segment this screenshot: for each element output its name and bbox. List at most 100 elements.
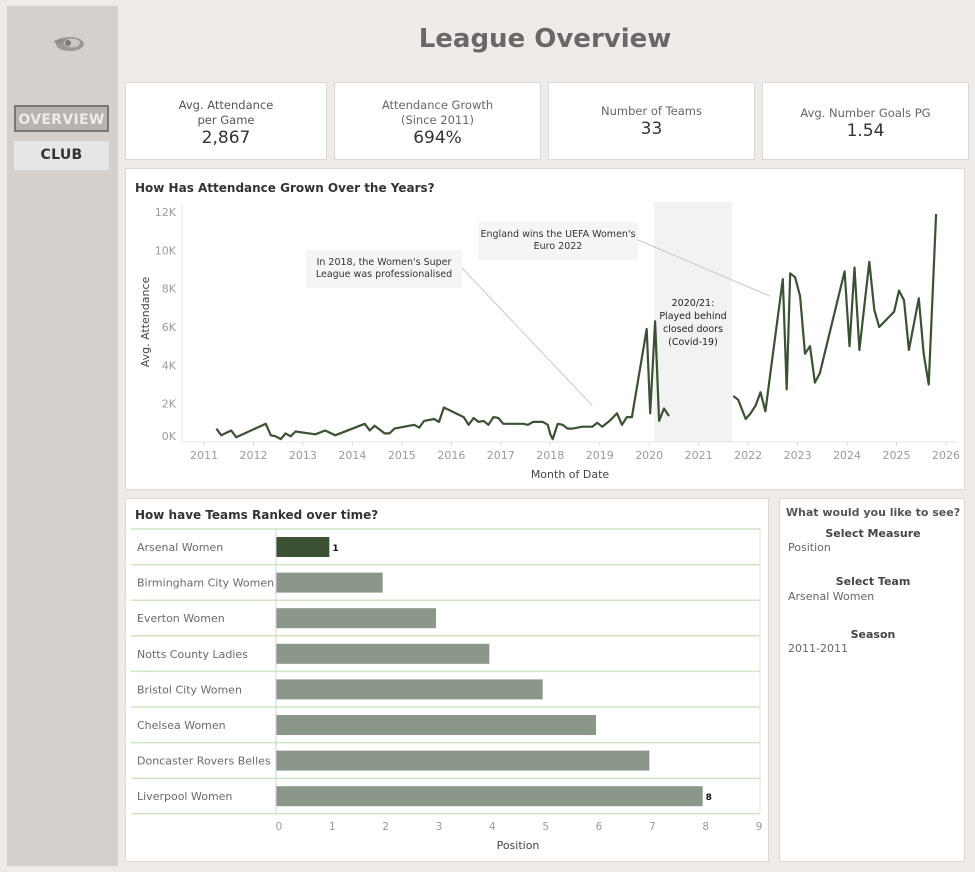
- attendance-line-post_covid: [732, 213, 938, 421]
- kpi-label: Avg. Attendance: [178, 98, 274, 112]
- x-axis-title: Position: [497, 839, 540, 852]
- filters-heading: What would you like to see?: [785, 506, 961, 519]
- x-tick-label: 2023: [784, 449, 812, 462]
- kpi-attendance-growth: Attendance Growth (Since 2011) 694%: [334, 82, 541, 160]
- covid-band-label: (Covid-19): [668, 337, 718, 348]
- team-label: Birmingham City Women: [137, 577, 274, 590]
- bar-bristol-city-women: [276, 679, 543, 700]
- kpi-label: (Since 2011): [400, 113, 475, 127]
- bar-notts-county-ladies: [276, 643, 490, 664]
- x-tick-label: 2025: [883, 449, 911, 462]
- bar-liverpool-women: [276, 786, 703, 807]
- kpi-avg-attendance: Avg. Attendance per Game 2,867: [125, 82, 327, 160]
- sidebar: OVERVIEW CLUB: [7, 6, 118, 866]
- bar-chelsea-women: [276, 715, 596, 735]
- y-tick-label: 8K: [162, 283, 177, 296]
- covid-band-label: closed doors: [663, 324, 723, 335]
- season-filter-value[interactable]: 2011-2011: [788, 642, 848, 655]
- page-title: League Overview: [418, 24, 672, 54]
- bar-data-label: 8: [706, 793, 712, 803]
- team-label: Arsenal Women: [137, 541, 223, 554]
- y-tick-label: 4K: [162, 359, 177, 372]
- x-tick-label: 2014: [338, 449, 366, 462]
- x-tick-label: 1: [329, 821, 336, 833]
- team-label: Everton Women: [137, 612, 225, 625]
- bar-data-label: 1: [332, 544, 338, 554]
- team-filter-label: Select Team: [835, 575, 911, 588]
- kpi-label: Number of Teams: [601, 104, 702, 118]
- y-tick-label: 12K: [155, 206, 177, 219]
- kpi-value: 694%: [413, 128, 462, 148]
- bar-arsenal-women: [276, 537, 330, 557]
- bar-birmingham-city-women: [276, 572, 383, 593]
- kpi-avg-goals: Avg. Number Goals PG 1.54: [762, 82, 969, 160]
- annotation-box: [306, 250, 462, 288]
- x-tick-label: 3: [436, 821, 443, 833]
- kpi-value: 1.54: [846, 121, 885, 141]
- team-label: Chelsea Women: [137, 719, 226, 732]
- x-tick-label: 2017: [487, 449, 515, 462]
- x-tick-label: 2016: [437, 449, 465, 462]
- x-tick-label: 2012: [239, 449, 267, 462]
- x-tick-label: 2: [382, 821, 389, 833]
- kpi-number-of-teams: Number of Teams 33: [548, 82, 755, 160]
- kpi-label: Attendance Growth: [381, 98, 494, 112]
- season-filter-label: Season: [850, 628, 896, 641]
- nav-club-button[interactable]: CLUB: [14, 141, 109, 170]
- x-tick-label: 7: [649, 821, 656, 833]
- covid-band-label: Played behind: [659, 311, 726, 322]
- bar-doncaster-rovers-belles: [276, 750, 650, 771]
- y-tick-label: 10K: [155, 244, 177, 257]
- kpi-value: 2,867: [201, 128, 251, 148]
- y-tick-label: 2K: [162, 398, 177, 411]
- covid-band: [654, 202, 732, 442]
- x-tick-label: 2022: [734, 449, 762, 462]
- x-tick-label: 2018: [536, 449, 564, 462]
- team-label: Doncaster Rovers Belles: [137, 755, 271, 768]
- x-tick-label: 2015: [388, 449, 416, 462]
- kpi-label: Avg. Number Goals PG: [800, 106, 931, 120]
- x-tick-label: 2026: [932, 449, 960, 462]
- nav-overview-button[interactable]: OVERVIEW: [14, 105, 109, 132]
- filters-panel: What would you like to see? Select Measu…: [779, 498, 965, 862]
- attendance-chart-panel: How Has Attendance Grown Over the Years?: [125, 168, 965, 490]
- annotation-text: England wins the UEFA Women's: [481, 229, 636, 240]
- kpi-value: 33: [640, 119, 663, 139]
- team-filter-value[interactable]: Arsenal Women: [788, 590, 875, 603]
- bar-everton-women: [276, 608, 436, 629]
- annotation-leader-line: [637, 239, 771, 297]
- covid-band-label: 2020/21:: [672, 298, 715, 309]
- x-tick-label: 2020: [635, 449, 663, 462]
- x-tick-label: 4: [489, 821, 496, 833]
- measure-filter-value[interactable]: Position: [788, 541, 831, 554]
- y-tick-label: 6K: [162, 321, 177, 334]
- football-logo-icon: [54, 37, 84, 51]
- x-tick-label: 6: [596, 821, 603, 833]
- y-tick-label: 0K: [162, 430, 177, 443]
- measure-filter-label: Select Measure: [825, 527, 921, 540]
- x-tick-label: 2013: [289, 449, 317, 462]
- team-label: Bristol City Women: [137, 683, 242, 696]
- x-axis-title: Month of Date: [531, 468, 610, 481]
- chart-title: How have Teams Ranked over time?: [135, 508, 379, 522]
- x-tick-label: 2024: [833, 449, 861, 462]
- team-label: Liverpool Women: [137, 790, 232, 803]
- annotation-box: [478, 222, 638, 260]
- chart-title: How Has Attendance Grown Over the Years?: [135, 181, 435, 195]
- x-tick-label: 0: [276, 821, 283, 833]
- x-tick-label: 2021: [685, 449, 713, 462]
- annotation-text: Euro 2022: [534, 241, 583, 252]
- x-tick-label: 2011: [190, 449, 218, 462]
- annotation-leader-line: [461, 267, 593, 406]
- annotation-text: In 2018, the Women's Super: [317, 257, 452, 268]
- x-tick-label: 8: [702, 821, 709, 833]
- x-tick-label: 2019: [586, 449, 614, 462]
- x-tick-label: 9: [756, 821, 763, 833]
- annotation-text: League was professionalised: [316, 269, 452, 280]
- kpi-label: per Game: [197, 113, 255, 127]
- y-axis-title: Avg. Attendance: [139, 276, 152, 367]
- x-tick-label: 5: [542, 821, 549, 833]
- attendance-line-pre_covid: [215, 320, 670, 441]
